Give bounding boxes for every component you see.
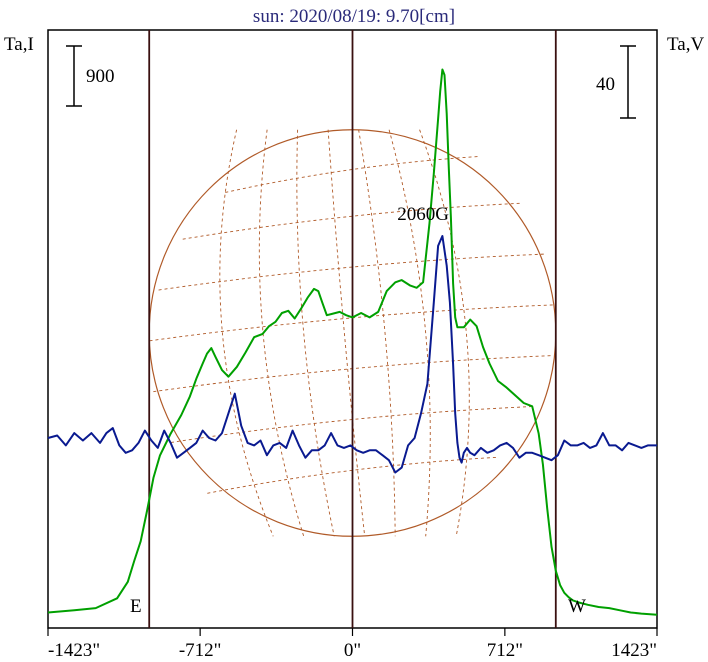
latitude-line [182, 202, 523, 240]
west-label: W [568, 596, 586, 617]
x-tick-label: -1423" [48, 640, 100, 661]
series-line-i [47, 68, 658, 616]
latitude-line [225, 155, 480, 193]
y-axis-label-right: Ta,V [667, 34, 704, 55]
longitude-line [296, 129, 335, 537]
scale-bar-left [66, 45, 82, 107]
annotation-2060g: 2060G [397, 204, 449, 225]
longitude-line [327, 129, 366, 537]
longitude-line [358, 129, 396, 537]
x-tick-label: 1423" [611, 640, 657, 661]
chart-title: sun: 2020/08/19: 9.70[cm] [253, 6, 455, 27]
longitude-line [388, 129, 431, 537]
scale-bar-left-label: 900 [86, 66, 115, 87]
east-label: E [130, 596, 142, 617]
vertical-lines [148, 30, 557, 628]
y-axis-label-left: Ta,I [4, 34, 34, 55]
series-line-v [47, 235, 657, 474]
latitude-line [158, 253, 547, 291]
longitude-line [419, 129, 470, 537]
longitude-line [219, 129, 274, 537]
x-tick-label: 712" [487, 640, 523, 661]
x-tick-label: -712" [179, 640, 222, 661]
x-tick-label: 0" [344, 640, 361, 661]
longitude-line [258, 129, 305, 537]
x-axis-ticks: -1423" -712" 0" 712" 1423" [47, 628, 658, 661]
latitude-line [207, 456, 498, 494]
series-group [47, 68, 658, 616]
scale-bar-right-label: 40 [596, 74, 615, 95]
scale-bar-right [620, 45, 636, 119]
